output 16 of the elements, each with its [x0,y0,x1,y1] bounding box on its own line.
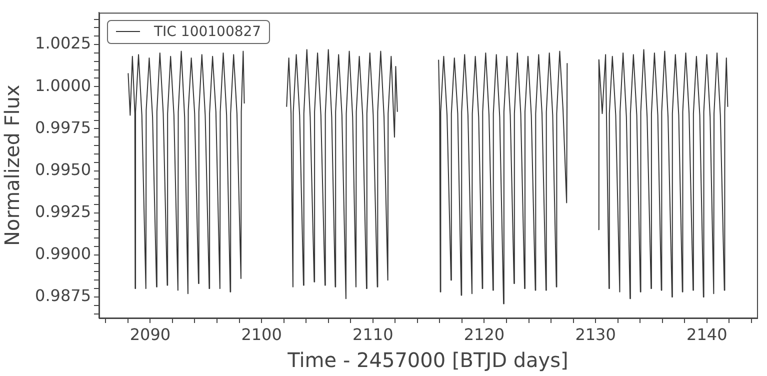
legend-label: TIC 100100827 [154,24,262,40]
y-tick-label: 0.9975 [35,118,91,137]
y-tick-label: 0.9875 [35,286,91,306]
y-tick-label: 0.9925 [35,202,91,221]
x-tick-label: 2130 [575,324,616,344]
x-axis-title: Time - 2457000 [BTJD days] [286,348,568,372]
y-tick-label: 0.9900 [35,244,91,264]
y-tick-label: 0.9950 [35,160,91,179]
y-tick-label: 1.0000 [35,76,91,95]
x-tick-label: 2100 [241,324,282,344]
x-tick-label: 2090 [130,324,171,344]
x-tick-label: 2120 [464,324,505,344]
x-tick-label: 2140 [686,324,728,344]
y-axis-title: Normalized Flux [0,84,24,246]
y-tick-label: 1.0025 [35,34,91,53]
x-tick-label: 2110 [352,324,394,344]
